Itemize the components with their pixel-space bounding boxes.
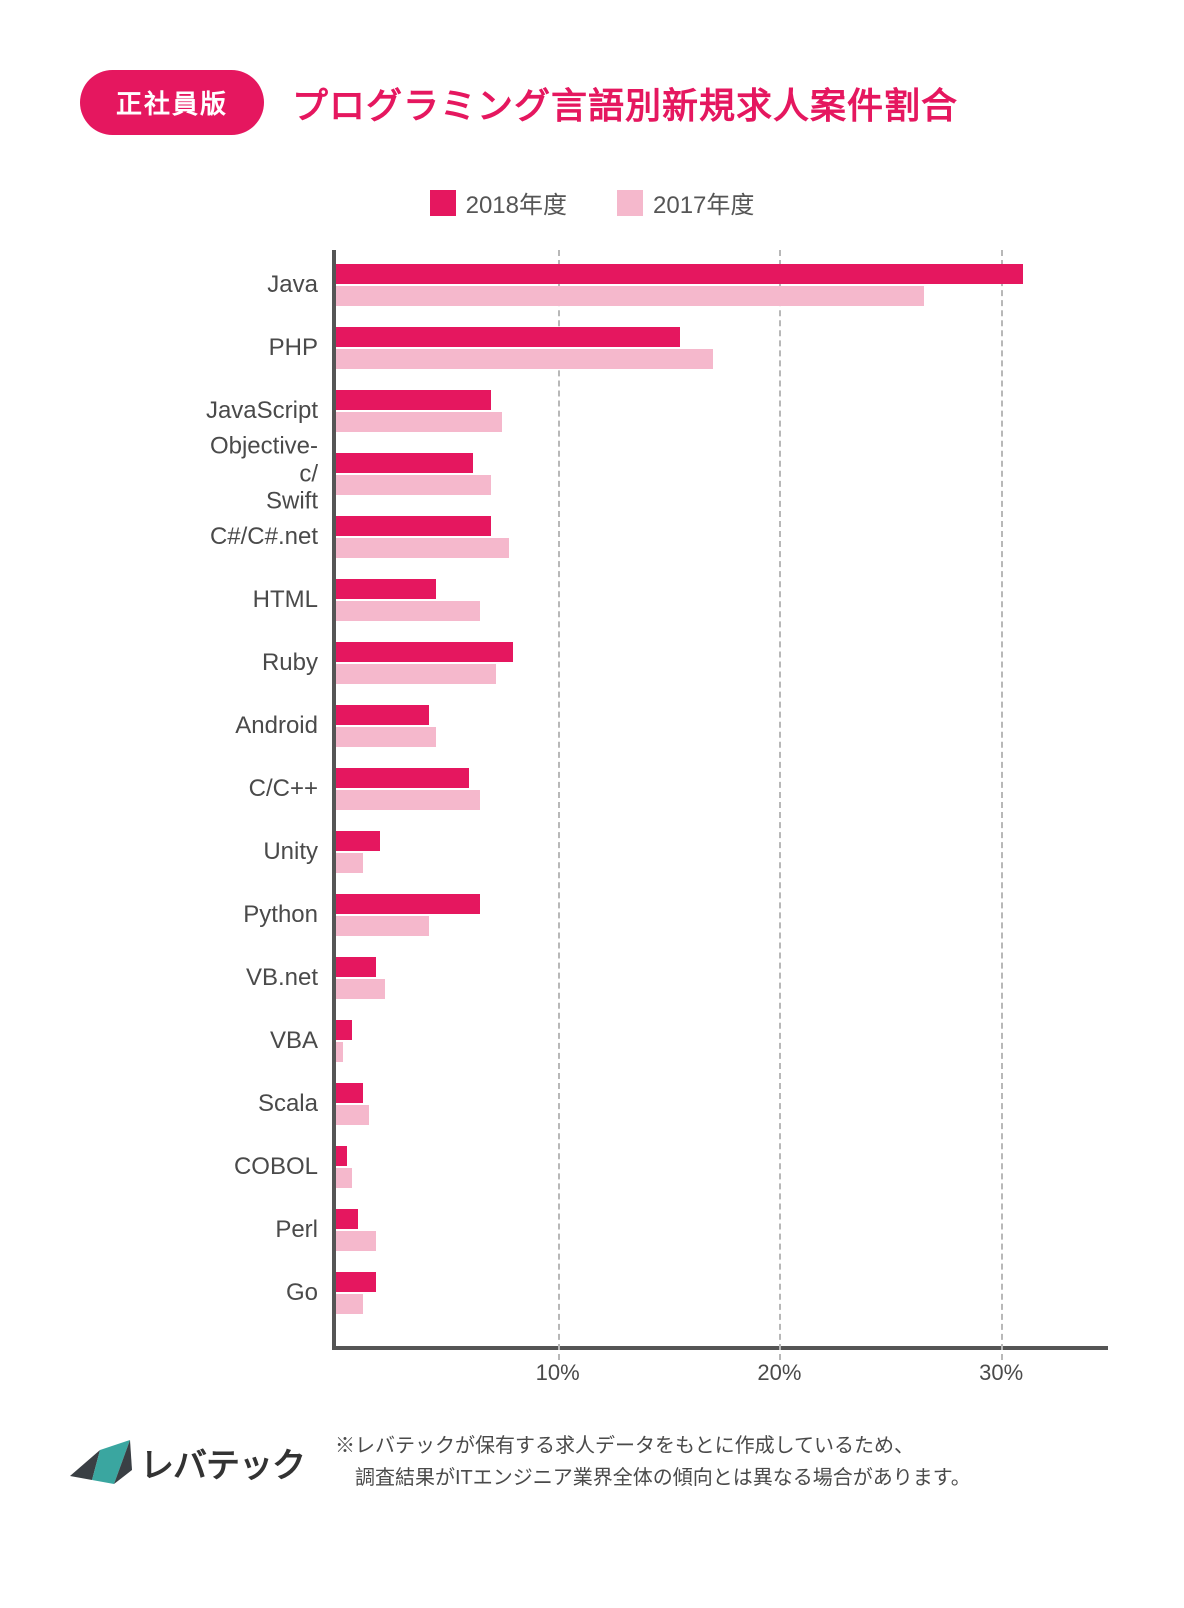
bar-2017 (336, 1294, 363, 1314)
logo-text: レバテック (140, 1438, 305, 1487)
chart-row: C#/C#.net (336, 516, 1108, 558)
bar-2017 (336, 727, 436, 747)
bar-2018 (336, 327, 680, 347)
bar-2018 (336, 579, 436, 599)
chart-header: 正社員版 プログラミング言語別新規求人案件割合 (50, 70, 1134, 135)
bar-2018 (336, 516, 491, 536)
chart-row: JavaScript (336, 390, 1108, 432)
category-label: Ruby (262, 649, 336, 677)
bar-2017 (336, 412, 502, 432)
bar-2018 (336, 642, 513, 662)
category-label: VBA (270, 1027, 336, 1055)
bar-2017 (336, 1105, 369, 1125)
chart-row: Scala (336, 1083, 1108, 1125)
bar-2018 (336, 894, 480, 914)
bar-2017 (336, 1042, 343, 1062)
bar-2017 (336, 1231, 376, 1251)
chart-row: VBA (336, 1020, 1108, 1062)
bar-2017 (336, 349, 713, 369)
bar-2017 (336, 475, 491, 495)
chart-row: Android (336, 705, 1108, 747)
category-label: COBOL (234, 1153, 336, 1181)
category-label: C/C++ (249, 775, 336, 803)
chart-title: プログラミング言語別新規求人案件割合 (292, 77, 958, 129)
chart-row: VB.net (336, 957, 1108, 999)
bar-2017 (336, 601, 480, 621)
bar-2018 (336, 1083, 363, 1103)
category-label: PHP (269, 334, 336, 362)
logo-mark-icon (70, 1436, 132, 1488)
bar-2018 (336, 705, 429, 725)
bar-2018 (336, 768, 469, 788)
x-axis-label: 20% (757, 1360, 801, 1386)
bar-2018 (336, 1209, 358, 1229)
footer: レバテック ※レバテックが保有する求人データをもとに作成しているため、 調査結果… (50, 1430, 1134, 1494)
chart-row: Go (336, 1272, 1108, 1314)
footnote-line-2: 調査結果がITエンジニア業界全体の傾向とは異なる場合があります。 (335, 1462, 971, 1494)
category-label: Unity (263, 838, 336, 866)
category-label: HTML (253, 586, 336, 614)
bar-2018 (336, 1272, 376, 1292)
chart-row: C/C++ (336, 768, 1108, 810)
legend-label-2018: 2018年度 (466, 185, 567, 220)
bar-2018 (336, 453, 473, 473)
chart-row: Objective-c/ Swift (336, 453, 1108, 495)
chart-row: PHP (336, 327, 1108, 369)
chart-row: Unity (336, 831, 1108, 873)
bar-2018 (336, 390, 491, 410)
bar-2017 (336, 664, 496, 684)
chart-row: Java (336, 264, 1108, 306)
chart-area: 10%20%30%JavaPHPJavaScriptObjective-c/ S… (72, 250, 1112, 1350)
bar-2017 (336, 979, 385, 999)
bar-2018 (336, 831, 380, 851)
category-label: Android (235, 712, 336, 740)
brand-logo: レバテック (70, 1436, 305, 1488)
category-label: Scala (258, 1090, 336, 1118)
chart-legend: 2018年度 2017年度 (50, 185, 1134, 220)
category-label: JavaScript (206, 397, 336, 425)
category-label: Java (267, 271, 336, 299)
x-axis-label: 10% (536, 1360, 580, 1386)
legend-item-2017: 2017年度 (617, 185, 754, 220)
chart-row: Perl (336, 1209, 1108, 1251)
legend-swatch-2018 (430, 190, 456, 216)
category-label: C#/C#.net (210, 523, 336, 551)
edition-badge: 正社員版 (80, 70, 264, 135)
chart-row: Ruby (336, 642, 1108, 684)
bar-2017 (336, 916, 429, 936)
category-label: VB.net (246, 964, 336, 992)
bar-2018 (336, 264, 1023, 284)
category-label: Objective-c/ Swift (210, 433, 336, 516)
bar-2017 (336, 790, 480, 810)
bar-2017 (336, 1168, 352, 1188)
footnote: ※レバテックが保有する求人データをもとに作成しているため、 調査結果がITエンジ… (335, 1430, 971, 1494)
chart-row: HTML (336, 579, 1108, 621)
bar-2018 (336, 1146, 347, 1166)
category-label: Perl (275, 1216, 336, 1244)
bar-2018 (336, 957, 376, 977)
x-axis-label: 30% (979, 1360, 1023, 1386)
bar-2017 (336, 538, 509, 558)
legend-label-2017: 2017年度 (653, 185, 754, 220)
chart-row: Python (336, 894, 1108, 936)
category-label: Python (243, 901, 336, 929)
legend-swatch-2017 (617, 190, 643, 216)
footnote-line-1: ※レバテックが保有する求人データをもとに作成しているため、 (335, 1430, 971, 1462)
plot-area: 10%20%30%JavaPHPJavaScriptObjective-c/ S… (332, 250, 1108, 1350)
bar-2017 (336, 853, 363, 873)
category-label: Go (286, 1279, 336, 1307)
bar-2017 (336, 286, 924, 306)
chart-row: COBOL (336, 1146, 1108, 1188)
legend-item-2018: 2018年度 (430, 185, 567, 220)
bar-2018 (336, 1020, 352, 1040)
